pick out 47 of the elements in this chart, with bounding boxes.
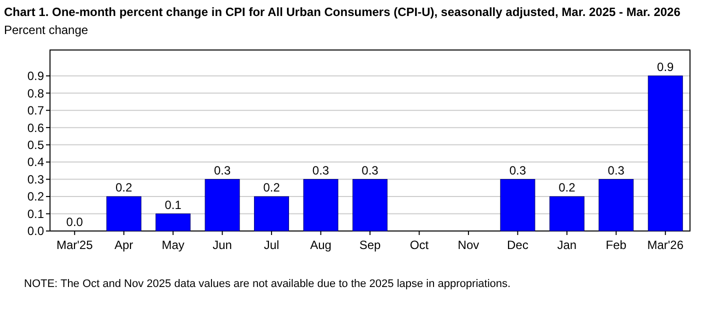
bar <box>352 179 388 232</box>
data-label: 0.2 <box>263 180 280 195</box>
x-tick-label: Sep <box>359 238 381 252</box>
text: NOTE: The Oct and Nov 2025 data values are not available due to the 2025 lapse in appropriations. <box>24 278 511 290</box>
y-tick-label: 0.6 <box>27 120 44 135</box>
data-label: 0.2 <box>116 180 133 195</box>
data-label: 0.2 <box>558 180 576 195</box>
y-tick-label: 0.1 <box>27 206 44 221</box>
bar <box>549 196 584 232</box>
data-label: 0.3 <box>608 163 625 178</box>
bar <box>648 76 683 232</box>
data-label: 0.0 <box>66 215 84 229</box>
x-tick-label: Aug <box>310 238 332 252</box>
bar <box>254 196 290 232</box>
bar <box>156 214 191 232</box>
y-tick-label: 0.3 <box>27 172 44 186</box>
y-axis-title: Percent change <box>4 23 88 37</box>
bar <box>106 196 142 232</box>
x-tick-label: Jan <box>557 238 577 252</box>
x-tick-label: Dec <box>507 238 528 252</box>
x-tick-label: Apr <box>114 238 134 252</box>
y-tick-label: 0.4 <box>27 155 44 170</box>
data-label: 0.3 <box>509 163 526 178</box>
y-tick-label: 0.2 <box>27 190 44 204</box>
y-tick-label: 0.8 <box>27 86 44 100</box>
data-label: 0.1 <box>164 198 182 212</box>
x-tick-label: Mar'25 <box>56 238 94 252</box>
x-tick-label: Jul <box>264 238 280 252</box>
x-tick-label: Jun <box>212 238 232 252</box>
bar <box>500 179 536 232</box>
y-tick-label: 0.5 <box>27 138 44 152</box>
chart-title: Chart 1. One-month percent change in CPI for All Urban Consumers (CPI-U), seasonally adjusted, Mar. 2025 - Mar. 2026 <box>4 5 681 19</box>
data-label: 0.9 <box>657 60 674 74</box>
y-tick-label: 0.9 <box>27 69 44 84</box>
y-tick-label: 0.7 <box>27 104 44 118</box>
y-tick-label: 0.0 <box>27 224 44 238</box>
bar <box>303 179 338 232</box>
bar <box>598 179 634 232</box>
data-label: 0.3 <box>312 163 330 178</box>
bar <box>204 179 240 232</box>
data-label: 0.3 <box>362 163 379 178</box>
data-label: 0.3 <box>214 163 231 178</box>
x-tick-label: May <box>162 238 184 252</box>
x-tick-label: Feb <box>606 238 627 252</box>
x-tick-label: Nov <box>458 238 480 252</box>
x-tick-label: Oct <box>410 238 430 252</box>
x-tick-label: Mar'26 <box>647 238 684 252</box>
